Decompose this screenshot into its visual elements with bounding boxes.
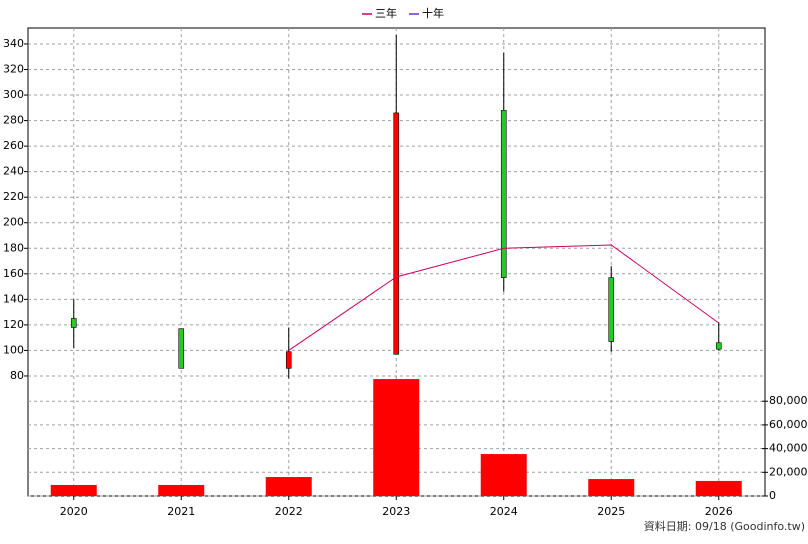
y-tick-label: 80 <box>10 369 24 382</box>
x-tick-label: 2024 <box>490 505 518 518</box>
candle-body <box>285 351 292 369</box>
y-tick-label: 120 <box>3 318 24 331</box>
x-tick-label: 2023 <box>382 505 410 518</box>
legend-label: 三年 <box>375 6 397 20</box>
candle-body <box>178 328 185 369</box>
volume-bar <box>695 480 742 496</box>
volume-bar <box>373 379 420 496</box>
y-tick-label: 300 <box>3 88 24 101</box>
x-tick-label: 2026 <box>705 505 733 518</box>
y-tick-label: 180 <box>3 241 24 254</box>
y2-tick-label: 60,000 <box>769 418 808 431</box>
legend-label: 十年 <box>422 6 444 20</box>
volume-bar <box>480 454 527 496</box>
x-tick-label: 2020 <box>60 505 88 518</box>
y2-tick-label: 0 <box>769 489 776 502</box>
volume-bar <box>50 484 97 496</box>
y-tick-label: 340 <box>3 37 24 50</box>
candle-body <box>608 277 615 342</box>
y2-tick-label: 20,000 <box>769 465 808 478</box>
y-tick-label: 240 <box>3 165 24 178</box>
y-tick-label: 200 <box>3 216 24 229</box>
volume-bar <box>158 484 205 496</box>
candle-body <box>393 112 400 355</box>
y-tick-label: 280 <box>3 114 24 127</box>
x-tick-label: 2022 <box>275 505 303 518</box>
volume-bar <box>588 479 635 496</box>
candle-body <box>70 318 77 328</box>
y2-tick-label: 40,000 <box>769 442 808 455</box>
y-tick-label: 100 <box>3 343 24 356</box>
line-series <box>288 244 720 351</box>
x-tick-label: 2025 <box>597 505 625 518</box>
x-tick-label: 2021 <box>167 505 195 518</box>
y-tick-label: 140 <box>3 292 24 305</box>
y2-tick-label: 80,000 <box>769 394 808 407</box>
candle-body <box>715 342 722 350</box>
footnote: 資料日期: 09/18 (Goodinfo.tw) <box>644 519 805 533</box>
y-tick-label: 260 <box>3 139 24 152</box>
volume-bar <box>265 477 312 496</box>
y-tick-label: 160 <box>3 267 24 280</box>
y-tick-label: 220 <box>3 190 24 203</box>
candle-body <box>500 110 507 278</box>
y-tick-label: 320 <box>3 63 24 76</box>
